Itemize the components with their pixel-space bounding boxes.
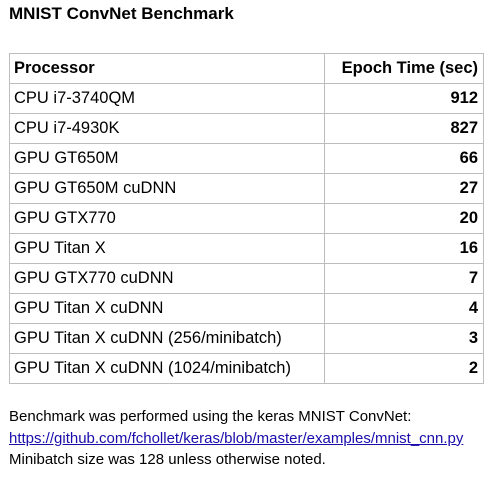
epoch-time-cell: 3 xyxy=(324,323,484,354)
processor-cell: GPU GT650M xyxy=(9,143,325,174)
table-header-row: Processor Epoch Time (sec) xyxy=(9,53,484,84)
processor-cell: GPU Titan X cuDNN (1024/minibatch) xyxy=(9,353,325,384)
processor-cell: CPU i7-4930K xyxy=(9,113,325,144)
epoch-time-cell: 66 xyxy=(324,143,484,174)
processor-cell: GPU GTX770 xyxy=(9,203,325,234)
processor-cell: GPU GT650M cuDNN xyxy=(9,173,325,204)
column-header-processor: Processor xyxy=(9,53,325,84)
benchmark-table: Processor Epoch Time (sec) CPU i7-3740QM… xyxy=(9,53,484,384)
benchmark-notes: Benchmark was performed using the keras … xyxy=(9,406,463,471)
processor-cell: GPU Titan X xyxy=(9,233,325,264)
epoch-time-cell: 4 xyxy=(324,293,484,324)
table-row: CPU i7-3740QM 912 xyxy=(9,83,484,114)
processor-cell: CPU i7-3740QM xyxy=(9,83,325,114)
epoch-time-cell: 20 xyxy=(324,203,484,234)
table-row: GPU Titan X cuDNN 4 xyxy=(9,293,484,324)
table-row: GPU Titan X cuDNN (1024/minibatch) 2 xyxy=(9,353,484,384)
column-header-epoch-time: Epoch Time (sec) xyxy=(324,53,484,84)
table-row: GPU Titan X 16 xyxy=(9,233,484,264)
notes-description: Benchmark was performed using the keras … xyxy=(9,408,412,425)
table-row: CPU i7-4930K 827 xyxy=(9,113,484,144)
processor-cell: GPU GTX770 cuDNN xyxy=(9,263,325,294)
epoch-time-cell: 7 xyxy=(324,263,484,294)
keras-example-link[interactable]: https://github.com/fchollet/keras/blob/m… xyxy=(9,429,464,447)
table-row: GPU Titan X cuDNN (256/minibatch) 3 xyxy=(9,323,484,354)
table-row: GPU GT650M 66 xyxy=(9,143,484,174)
epoch-time-cell: 827 xyxy=(324,113,484,144)
table-row: GPU GTX770 20 xyxy=(9,203,484,234)
processor-cell: GPU Titan X cuDNN (256/minibatch) xyxy=(9,323,325,354)
epoch-time-cell: 2 xyxy=(324,353,484,384)
epoch-time-cell: 27 xyxy=(324,173,484,204)
notes-minibatch: Minibatch size was 128 unless otherwise … xyxy=(9,451,326,468)
table-row: GPU GT650M cuDNN 27 xyxy=(9,173,484,204)
epoch-time-cell: 16 xyxy=(324,233,484,264)
epoch-time-cell: 912 xyxy=(324,83,484,114)
table-row: GPU GTX770 cuDNN 7 xyxy=(9,263,484,294)
processor-cell: GPU Titan X cuDNN xyxy=(9,293,325,324)
page-title: MNIST ConvNet Benchmark xyxy=(9,4,234,23)
